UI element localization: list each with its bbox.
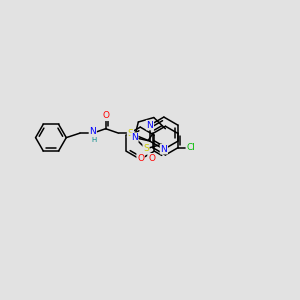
Text: H: H [91,137,96,143]
Text: O: O [102,111,109,120]
Text: N: N [131,133,138,142]
Text: S: S [128,129,133,138]
Text: O: O [137,154,144,163]
Text: S: S [143,144,149,153]
Text: N: N [89,128,96,136]
Text: N: N [160,145,167,154]
Text: Cl: Cl [186,143,195,152]
Text: O: O [148,154,155,163]
Text: N: N [147,121,153,130]
